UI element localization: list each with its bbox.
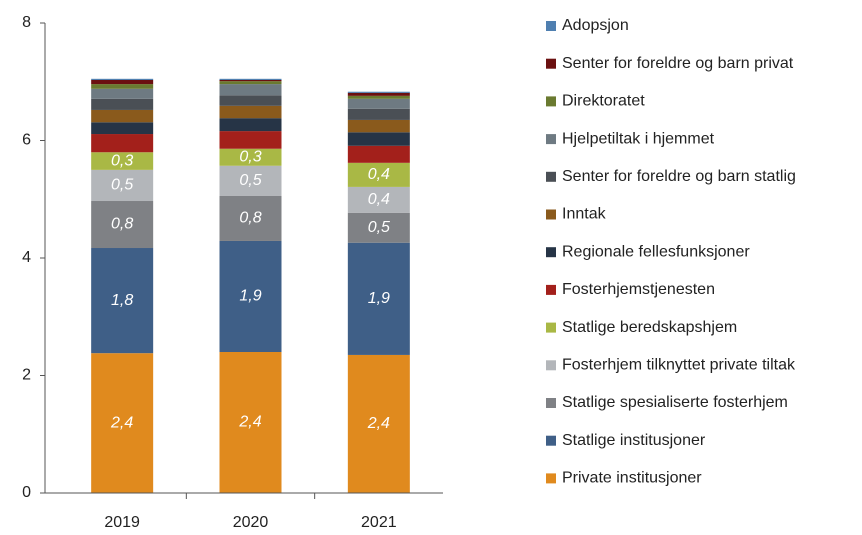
bar-segment — [219, 84, 282, 96]
legend-label: Statlige institusjoner — [562, 432, 706, 449]
y-tick-label: 4 — [22, 249, 31, 266]
bar-segment — [347, 242, 410, 355]
bar-segment — [219, 95, 282, 106]
x-tick-label: 2020 — [233, 514, 269, 531]
bar-segment — [91, 152, 154, 170]
x-tick-label: 2019 — [104, 514, 140, 531]
legend-swatch — [546, 58, 556, 69]
value-label: 2,4 — [238, 414, 261, 431]
bar-segment — [347, 108, 410, 120]
bar-segment — [91, 353, 154, 493]
bar-segment — [91, 122, 154, 135]
legend-swatch — [546, 398, 556, 408]
y-tick-label: 6 — [22, 132, 31, 149]
value-label: 1,9 — [239, 288, 261, 305]
bar-segment — [91, 134, 154, 153]
bar-segment — [219, 165, 282, 196]
legend-label: Senter for foreldre og barn statlig — [562, 168, 796, 185]
bar-segment — [347, 98, 410, 109]
legend-label: Direktoratet — [562, 93, 645, 110]
legend-swatch — [546, 322, 556, 333]
bar-segment — [219, 195, 282, 241]
bar-segment — [91, 84, 154, 89]
value-label: 0,4 — [368, 166, 390, 183]
bar-segment — [347, 162, 410, 187]
x-tick-label: 2021 — [361, 514, 397, 531]
bar-segment — [91, 109, 154, 123]
bar-segment — [347, 212, 410, 243]
y-tick-label: 8 — [22, 14, 31, 31]
legend-label: Statlige spesialiserte fosterhjem — [562, 394, 788, 411]
value-label: 1,9 — [368, 290, 390, 307]
legend-label: Private institusjoner — [562, 470, 702, 487]
legend-label: Statlige beredskapshjem — [562, 319, 737, 336]
value-label: 0,5 — [368, 219, 390, 236]
value-label: 2,4 — [367, 415, 390, 432]
bar-segment — [91, 78, 154, 80]
y-tick-label: 2 — [22, 367, 31, 384]
value-label: 0,4 — [368, 191, 390, 208]
bar-segment — [91, 248, 154, 354]
legend-swatch — [546, 473, 556, 484]
bar-segment — [91, 98, 154, 110]
bar-segment — [219, 79, 282, 82]
legend-swatch — [546, 360, 556, 371]
bar-segment — [219, 148, 282, 166]
legend-swatch — [546, 21, 556, 31]
value-label: 0,5 — [239, 172, 261, 189]
value-label: 1,8 — [111, 292, 133, 309]
legend-label: Fosterhjem tilknyttet private tiltak — [562, 357, 796, 374]
legend-label: Fosterhjemstjenesten — [562, 281, 715, 298]
legend-swatch — [546, 247, 556, 258]
value-label: 0,8 — [111, 216, 133, 233]
legend-label: Inntak — [562, 206, 607, 223]
legend-swatch — [546, 209, 556, 220]
value-label: 0,3 — [111, 152, 133, 169]
value-label: 0,8 — [239, 210, 261, 227]
legend-label: Senter for foreldre og barn privat — [562, 55, 794, 72]
y-tick-label: 0 — [22, 484, 31, 501]
legend-swatch — [546, 435, 556, 446]
bar-segment — [347, 145, 410, 163]
bar-segment — [91, 169, 154, 202]
bar-segment — [219, 105, 282, 119]
legend-swatch — [546, 96, 556, 107]
value-label: 0,3 — [239, 148, 261, 165]
bar-segment — [219, 352, 282, 493]
bar-segment — [347, 92, 410, 96]
bar-segment — [219, 131, 282, 149]
legend-label: Adopsjon — [562, 17, 629, 34]
bar-segment — [219, 81, 282, 85]
legend-swatch — [546, 134, 556, 145]
bar-segment — [91, 201, 154, 249]
bar-segment — [347, 354, 410, 493]
value-label: 0,5 — [111, 177, 133, 194]
legend-swatch — [546, 171, 556, 182]
bar-segment — [347, 132, 410, 146]
legend-label: Regionale fellesfunksjoner — [562, 243, 750, 260]
legend-swatch — [546, 284, 556, 295]
legend-label: Hjelpetiltak i hjemmet — [562, 130, 715, 147]
value-label: 2,4 — [110, 414, 133, 431]
bar-segment — [91, 79, 154, 85]
bar-segment — [347, 119, 410, 133]
bar-segment — [91, 88, 154, 99]
bar-segment — [219, 118, 282, 132]
bar-segment — [219, 78, 282, 80]
bar-segment — [347, 186, 410, 213]
bar-segment — [347, 95, 410, 99]
bar-segment — [219, 240, 282, 352]
bar-segment — [347, 91, 410, 93]
